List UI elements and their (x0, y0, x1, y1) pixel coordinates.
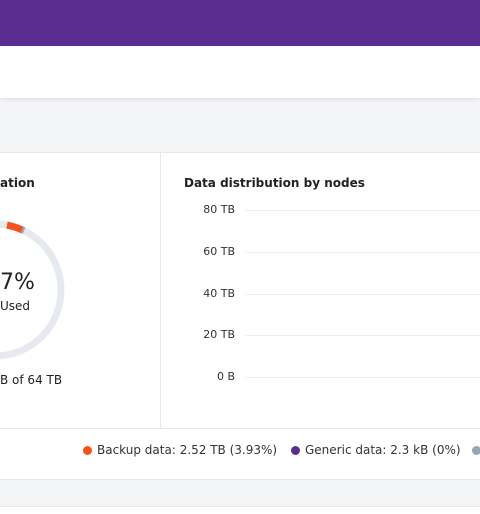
legend-dot (83, 446, 92, 455)
legend-dot (291, 446, 300, 455)
y-tick-label: 60 TB (203, 244, 235, 258)
usage-percent: 7% (0, 270, 35, 295)
usage-donut (0, 220, 65, 360)
grid-line (245, 335, 480, 337)
chart-title: Data distribution by nodes (184, 176, 365, 190)
grid-line (245, 377, 480, 379)
y-tick-label: 0 B (216, 370, 235, 384)
grid-line (245, 293, 480, 295)
y-tick-label: 40 TB (203, 286, 235, 300)
storage-card (0, 152, 480, 480)
divider (0, 428, 480, 429)
usage-capacity: B of 64 TB (0, 373, 63, 387)
grid-line (245, 251, 480, 253)
y-tick-label: 20 TB (203, 328, 235, 342)
donut-track (0, 220, 65, 360)
donut-used (6, 221, 24, 234)
card-title: ation (0, 176, 35, 190)
usage-caption: Used (0, 299, 31, 313)
divider (160, 152, 161, 428)
legend-dot (472, 446, 480, 455)
donut-other (20, 226, 26, 234)
grid-line (245, 210, 480, 211)
toolbar (0, 46, 480, 98)
legend-label: Generic data: 2.3 kB (0%) (305, 443, 461, 457)
next-card (0, 506, 480, 514)
top-bar (0, 0, 480, 46)
y-tick-label: 80 TB (203, 203, 235, 216)
legend-label: Backup data: 2.52 TB (3.93%) (97, 443, 278, 457)
